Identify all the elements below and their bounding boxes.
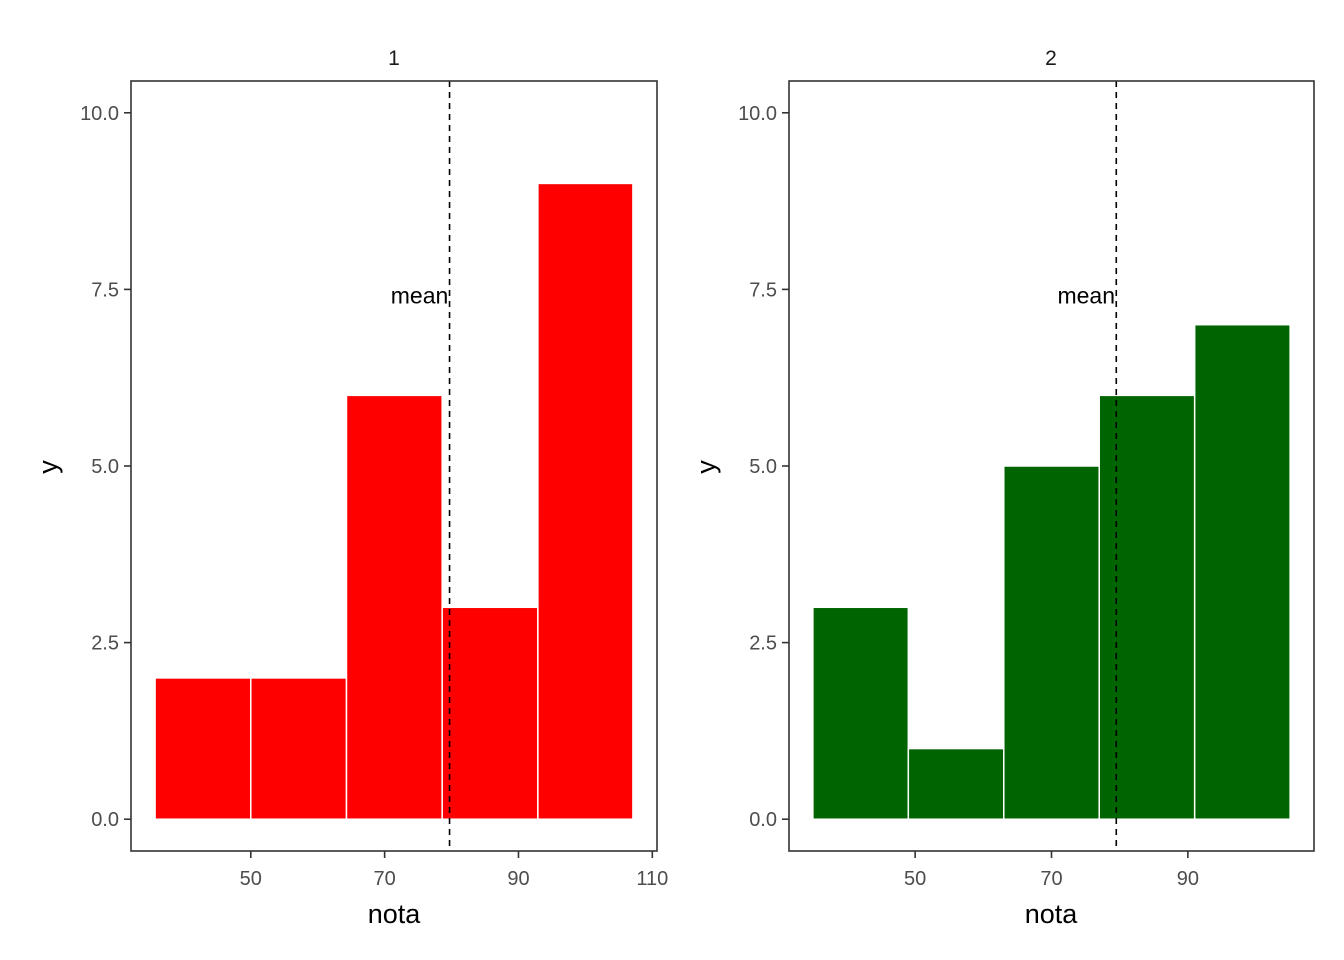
panel-1-bars xyxy=(154,182,634,820)
panel-2-y-tick-label: 0.0 xyxy=(749,809,777,831)
panel-2-y-tick-label: 5.0 xyxy=(749,456,777,478)
panel-1-x-tick-label: 110 xyxy=(636,868,668,890)
panel-1-bar-3 xyxy=(345,394,443,820)
panel-1-x-tick-label: 70 xyxy=(374,868,396,890)
panel-2-x-tick-label: 70 xyxy=(1040,868,1062,890)
panel-2-y-axis: 0.0 2.5 5.0 7.5 10.0 xyxy=(738,103,789,831)
panel-1-y-tick-label: 5.0 xyxy=(91,456,119,478)
panel-1-y-tick-label: 10.0 xyxy=(80,103,119,125)
panel-1-bar-5 xyxy=(537,182,634,820)
panel-1-bar-1 xyxy=(154,677,252,820)
panel-1-x-axis: 50 70 90 110 xyxy=(240,851,668,890)
panel-2-y-axis-title: y xyxy=(691,460,721,474)
panel-1-strip-label: 1 xyxy=(388,47,400,70)
panel-1-x-tick-label: 90 xyxy=(507,868,529,890)
panel-2-x-axis-title: nota xyxy=(1025,899,1079,929)
panel-1-bar-2 xyxy=(250,677,348,820)
panel-2-x-tick-label: 90 xyxy=(1177,868,1199,890)
panel-1-y-axis: 0.0 2.5 5.0 7.5 10.0 xyxy=(80,103,131,831)
panel-1-y-tick-label: 2.5 xyxy=(91,633,119,655)
panel-2-y-tick-label: 2.5 xyxy=(749,633,777,655)
panel-1-y-tick-label: 7.5 xyxy=(91,279,119,301)
panel-2-strip-label: 2 xyxy=(1045,47,1057,70)
panel-2-bar-2 xyxy=(907,747,1005,820)
panel-2-x-tick-label: 50 xyxy=(904,868,926,890)
panel-2-y-tick-label: 10.0 xyxy=(738,103,777,125)
panel-2-mean-label: mean xyxy=(1057,282,1115,308)
panel-2-bar-1 xyxy=(812,606,910,820)
panel-1-bar-4 xyxy=(441,606,539,820)
panel-2: 2 mean 0.0 2.5 5.0 7.5 10.0 50 70 90 nota y xyxy=(691,47,1315,929)
panel-1-x-axis-title: nota xyxy=(368,899,422,929)
panel-2-bar-3 xyxy=(1003,465,1100,820)
panel-1-x-tick-label: 50 xyxy=(240,868,262,890)
panel-1-mean-label: mean xyxy=(391,282,449,308)
panel-2-y-tick-label: 7.5 xyxy=(749,279,777,301)
panel-2-bars xyxy=(812,323,1291,820)
panel-1-y-tick-label: 0.0 xyxy=(91,809,119,831)
panel-1-y-axis-title: y xyxy=(33,460,63,474)
panel-2-x-axis: 50 70 90 xyxy=(904,851,1199,890)
panel-2-bar-4 xyxy=(1098,394,1196,820)
panel-2-bar-5 xyxy=(1193,323,1291,820)
panel-1: 1 mean 0.0 2.5 5.0 7.5 10.0 50 70 90 110 nota y xyxy=(33,47,668,929)
